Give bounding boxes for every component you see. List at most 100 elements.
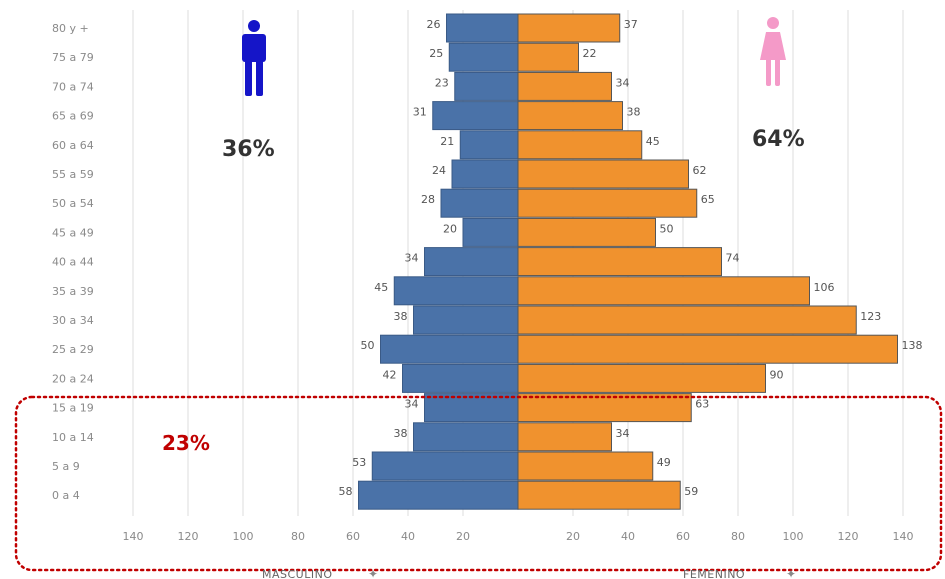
value-label-femenino: 45 — [646, 135, 660, 148]
age-label: 35 a 39 — [52, 285, 94, 298]
value-label-femenino: 106 — [814, 281, 835, 294]
pin-icon[interactable]: ✦ — [786, 567, 796, 579]
bar-femenino — [517, 159, 689, 189]
x-tick-right: 20 — [566, 530, 580, 543]
male-percent: 36% — [222, 137, 275, 162]
bar-masculino — [424, 247, 519, 277]
value-label-femenino: 123 — [860, 310, 881, 323]
value-label-femenino: 63 — [695, 398, 709, 411]
value-label-masculino: 42 — [383, 368, 397, 381]
x-tick-right: 140 — [893, 530, 914, 543]
pin-icon[interactable]: ✦ — [368, 567, 378, 579]
bar-masculino — [358, 480, 519, 510]
x-tick-left: 120 — [178, 530, 199, 543]
x-tick-left: 100 — [233, 530, 254, 543]
x-tick-labels: 140 120 100 80 60 40 20 20 40 60 80 100 120 140 — [123, 530, 914, 543]
male-person-icon — [242, 20, 266, 96]
value-label-femenino: 90 — [770, 368, 784, 381]
x-tick-left: 140 — [123, 530, 144, 543]
value-label-femenino: 65 — [701, 193, 715, 206]
bar-femenino — [517, 217, 656, 247]
age-label: 75 a 79 — [52, 51, 94, 64]
bar-masculino — [462, 217, 519, 247]
x-tick-right: 80 — [731, 530, 745, 543]
value-label-femenino: 34 — [616, 76, 630, 89]
bar-masculino — [459, 130, 519, 160]
value-label-femenino: 38 — [627, 106, 641, 119]
value-label-femenino: 74 — [726, 252, 740, 265]
age-label: 80 y + — [52, 22, 89, 35]
age-label: 0 a 4 — [52, 489, 80, 502]
bar-femenino — [517, 247, 722, 277]
age-label: 50 a 54 — [52, 197, 94, 210]
bar-femenino — [517, 188, 698, 218]
bar-femenino — [517, 363, 766, 393]
bar-femenino — [517, 13, 621, 43]
value-label-masculino: 24 — [432, 164, 446, 177]
bar-masculino — [448, 42, 519, 72]
value-label-masculino: 26 — [427, 18, 441, 31]
bar-femenino — [517, 451, 654, 481]
age-label: 20 a 24 — [52, 372, 94, 385]
bar-femenino — [517, 334, 898, 364]
bar-masculino — [380, 334, 519, 364]
bar-masculino — [451, 159, 519, 189]
bar-femenino — [517, 130, 643, 160]
x-tick-right: 100 — [783, 530, 804, 543]
highlight-box — [14, 395, 943, 572]
value-label-masculino: 50 — [361, 339, 375, 352]
bar-femenino — [517, 71, 612, 101]
age-label: 40 a 44 — [52, 256, 94, 269]
bar-masculino — [371, 451, 519, 481]
axis-title-masculino: MASCULINO — [262, 568, 333, 579]
age-label: 65 a 69 — [52, 110, 94, 123]
value-label-femenino: 59 — [684, 485, 698, 498]
grid-lines — [132, 10, 904, 516]
value-label-masculino: 21 — [440, 135, 454, 148]
value-label-masculino: 34 — [405, 252, 419, 265]
age-label: 70 a 74 — [52, 80, 94, 93]
value-label-masculino: 53 — [352, 456, 366, 469]
age-labels: 80 y + 75 a 79 70 a 74 65 a 69 60 a 64 55 a 5… — [52, 22, 94, 502]
age-label: 5 a 9 — [52, 460, 80, 473]
axis-title-femenino: FEMENINO — [683, 568, 745, 579]
value-label-femenino: 62 — [693, 164, 707, 177]
value-label-femenino: 34 — [616, 427, 630, 440]
bar-femenino — [517, 422, 612, 452]
age-label: 25 a 29 — [52, 343, 94, 356]
bar-femenino — [517, 393, 692, 423]
value-label-masculino: 38 — [394, 310, 408, 323]
female-percent: 64% — [752, 127, 805, 152]
value-label-masculino: 20 — [443, 222, 457, 235]
bar-femenino — [517, 305, 857, 335]
bar-masculino — [432, 101, 519, 131]
bar-femenino — [517, 480, 681, 510]
age-label: 30 a 34 — [52, 314, 94, 327]
value-label-masculino: 45 — [374, 281, 388, 294]
bar-masculino — [454, 71, 519, 101]
value-label-femenino: 37 — [624, 18, 638, 31]
value-label-femenino: 50 — [660, 222, 674, 235]
value-label-masculino: 38 — [394, 427, 408, 440]
highlight-percent: 23% — [162, 431, 210, 455]
bar-femenino — [517, 276, 810, 306]
value-label-femenino: 49 — [657, 456, 671, 469]
bar-masculino — [413, 305, 519, 335]
x-tick-left: 60 — [346, 530, 360, 543]
value-label-femenino: 22 — [583, 47, 597, 60]
bar-masculino — [440, 188, 519, 218]
bar-masculino — [402, 363, 519, 393]
bar-femenino — [517, 101, 623, 131]
female-person-icon — [760, 17, 786, 86]
value-label-masculino: 23 — [435, 76, 449, 89]
x-tick-right: 60 — [676, 530, 690, 543]
age-label: 15 a 19 — [52, 402, 94, 415]
value-label-masculino: 25 — [429, 47, 443, 60]
age-label: 60 a 64 — [52, 139, 94, 152]
x-tick-left: 40 — [401, 530, 415, 543]
value-label-masculino: 58 — [339, 485, 353, 498]
bars: 26 37 25 22 23 34 31 38 21 45 24 62 28 65 20 50 34 74 45 10… — [339, 13, 923, 510]
value-label-masculino: 31 — [413, 106, 427, 119]
x-tick-left: 80 — [291, 530, 305, 543]
bar-masculino — [446, 13, 519, 43]
